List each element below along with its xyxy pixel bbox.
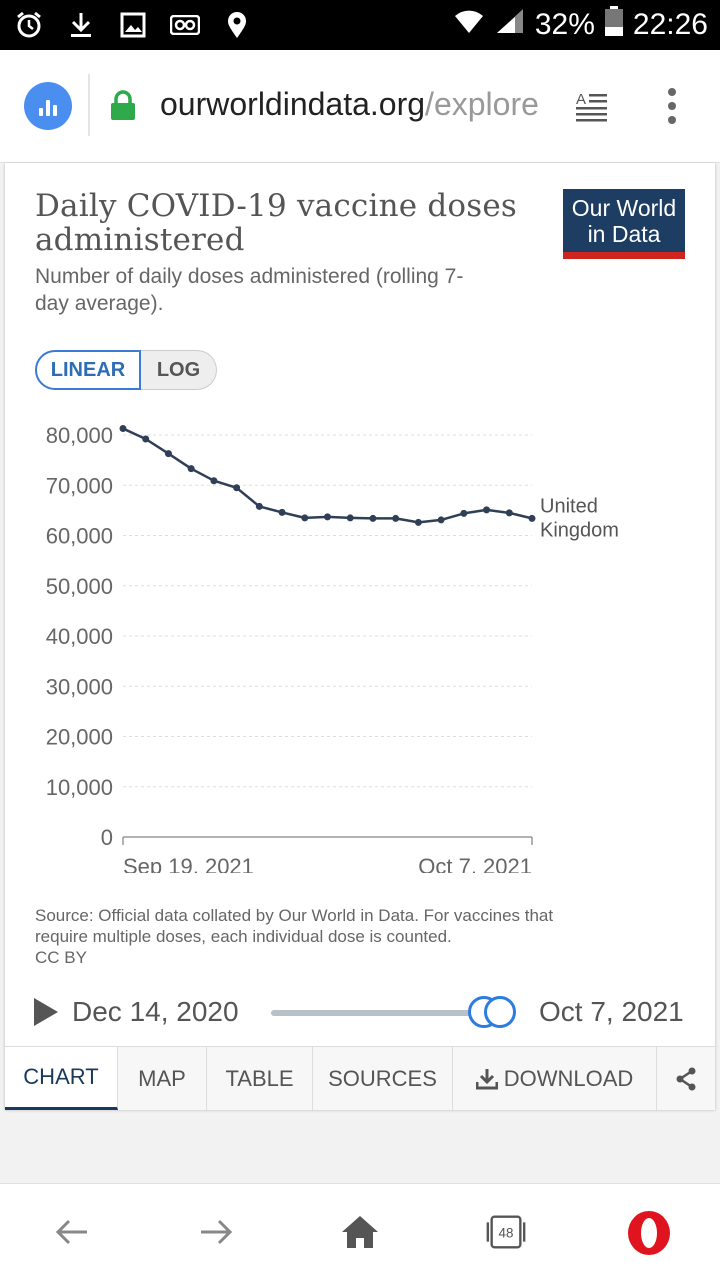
source-line: Source: Official data collated by Our Wo… [35, 906, 554, 925]
svg-text:A: A [576, 91, 586, 108]
timeline-end-date: Oct 7, 2021 [539, 996, 684, 1027]
reader-mode-icon[interactable]: A [575, 90, 609, 122]
data-point [278, 508, 286, 516]
data-point [505, 509, 513, 517]
y-tick-label: 70,000 [46, 473, 113, 498]
data-point [142, 435, 150, 443]
y-tick-label: 10,000 [46, 775, 113, 800]
data-point [255, 502, 263, 510]
lock-icon [110, 90, 136, 120]
scale-toggle: LINEAR LOG [35, 350, 217, 390]
data-point [369, 514, 377, 522]
line-chart: 0 10,000 20,000 30,000 40,000 50,000 60,000 70,… [46, 423, 619, 873]
data-point [324, 513, 331, 521]
data-point [164, 450, 172, 458]
play-icon[interactable] [33, 997, 59, 1027]
status-bar: 32% 22:26 [0, 0, 720, 50]
y-tick-label: 50,000 [46, 574, 113, 599]
tab-download-label: DOWNLOAD [503, 1065, 634, 1091]
series-line [122, 427, 533, 524]
x-tick-label: Oct 7, 2021 [418, 854, 532, 873]
y-tick-label: 0 [101, 825, 113, 850]
alarm-icon [14, 8, 44, 42]
chart-title: Daily COVID-19 vaccine doses administere… [35, 188, 518, 258]
tab-sources[interactable]: SOURCES [313, 1047, 453, 1110]
url-path: /explore [425, 86, 539, 122]
back-icon[interactable] [52, 1212, 92, 1252]
share-button[interactable] [657, 1047, 715, 1110]
divider [88, 74, 90, 136]
tab-table[interactable]: TABLE [207, 1047, 313, 1110]
opera-icon[interactable] [626, 1210, 672, 1256]
battery-icon [604, 6, 623, 44]
chart-subtitle: Number of daily doses administered (roll… [35, 265, 464, 315]
signal-icon [495, 7, 525, 43]
y-tick-label: 40,000 [46, 624, 113, 649]
timeline-end-handle[interactable] [484, 996, 517, 1028]
data-point [460, 509, 468, 517]
y-tick-label: 80,000 [46, 423, 113, 448]
y-tick-label: 60,000 [46, 524, 113, 549]
timeline-start-date: Dec 14, 2020 [72, 996, 239, 1027]
browser-address-bar: ourworldindata.org/explore A [0, 50, 720, 163]
linear-scale-button[interactable]: LINEAR [35, 350, 141, 390]
tab-download[interactable]: DOWNLOAD [453, 1047, 657, 1110]
data-point [483, 506, 491, 514]
y-tick-label: 30,000 [46, 674, 113, 699]
home-icon[interactable] [340, 1212, 380, 1252]
overflow-menu-icon[interactable] [662, 88, 682, 124]
url-field[interactable]: ourworldindata.org/explore [160, 86, 552, 123]
log-scale-button[interactable]: LOG [141, 350, 217, 390]
data-point [301, 514, 309, 522]
voicemail-icon [170, 8, 200, 42]
y-tick-label: 20,000 [46, 725, 113, 750]
source-note: Source: Official data collated by Our Wo… [35, 905, 655, 968]
forward-icon[interactable] [196, 1212, 236, 1252]
data-point [437, 516, 445, 524]
data-point [414, 518, 422, 526]
battery-percent: 32% [534, 8, 595, 41]
url-domain: ourworldindata.org [160, 86, 426, 122]
data-point [210, 477, 218, 485]
download-icon [475, 1068, 498, 1089]
clock: 22:26 [632, 8, 708, 41]
tab-map[interactable]: MAP [118, 1047, 207, 1110]
series-label: United [540, 495, 598, 517]
data-point [119, 424, 127, 432]
data-point [346, 514, 354, 522]
license-line: CC BY [35, 948, 87, 967]
source-line: require multiple doses, each individual … [35, 927, 452, 946]
site-info-icon[interactable] [24, 82, 72, 130]
data-point [528, 514, 536, 522]
share-icon [676, 1067, 696, 1090]
tabs-button[interactable]: 48 [484, 1212, 528, 1252]
data-point [233, 484, 241, 492]
wifi-icon [453, 7, 485, 43]
chart-tabs: CHART MAP TABLE SOURCES DOWNLOAD [5, 1046, 715, 1110]
location-icon [222, 8, 252, 42]
chart-card: Daily COVID-19 vaccine doses administere… [5, 163, 715, 1110]
series-label: Kingdom [540, 519, 619, 541]
timeline: Dec 14, 2020 Oct 7, 2021 [5, 991, 715, 1035]
x-tick-label: Sep 19, 2021 [123, 854, 254, 873]
logo-line-2: in Data [587, 221, 661, 247]
logo-line-1: Our World [571, 195, 677, 221]
data-point [187, 465, 195, 473]
data-point [392, 514, 400, 522]
download-icon [66, 8, 96, 42]
tab-chart[interactable]: CHART [5, 1047, 118, 1110]
image-icon [118, 8, 148, 42]
tab-count: 48 [499, 1226, 514, 1241]
timeline-slider-track[interactable] [271, 1010, 501, 1016]
browser-bottom-nav: 48 [0, 1183, 720, 1280]
owid-logo[interactable]: Our World in Data [563, 189, 685, 259]
